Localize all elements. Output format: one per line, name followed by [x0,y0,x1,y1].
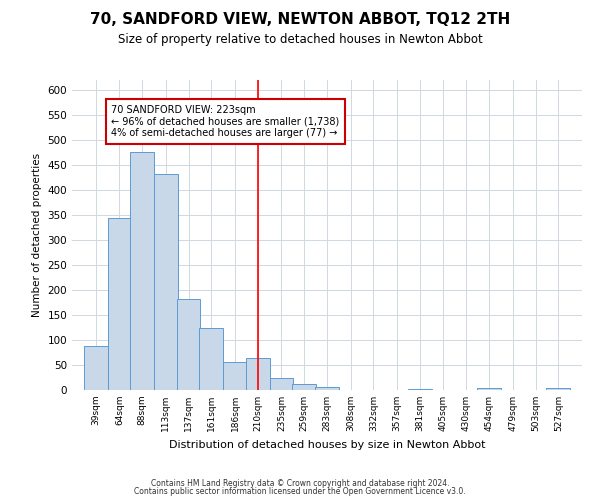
Bar [154,174,178,390]
Bar [547,388,570,390]
Text: Contains HM Land Registry data © Crown copyright and database right 2024.: Contains HM Land Registry data © Crown c… [151,478,449,488]
Text: Contains public sector information licensed under the Open Government Licence v3: Contains public sector information licen… [134,488,466,496]
Bar [477,388,501,390]
Bar [269,378,293,390]
Bar [315,386,339,390]
Bar [130,152,154,390]
Bar [84,346,107,390]
Bar [199,328,223,390]
Text: 70 SANDFORD VIEW: 223sqm
← 96% of detached houses are smaller (1,738)
4% of semi: 70 SANDFORD VIEW: 223sqm ← 96% of detach… [112,105,340,138]
Y-axis label: Number of detached properties: Number of detached properties [32,153,42,317]
Text: Size of property relative to detached houses in Newton Abbot: Size of property relative to detached ho… [118,32,482,46]
Bar [223,362,247,390]
Bar [177,299,200,390]
Text: 70, SANDFORD VIEW, NEWTON ABBOT, TQ12 2TH: 70, SANDFORD VIEW, NEWTON ABBOT, TQ12 2T… [90,12,510,28]
Bar [408,388,432,390]
Bar [246,358,269,390]
Bar [107,218,131,390]
X-axis label: Distribution of detached houses by size in Newton Abbot: Distribution of detached houses by size … [169,440,485,450]
Bar [292,384,316,390]
